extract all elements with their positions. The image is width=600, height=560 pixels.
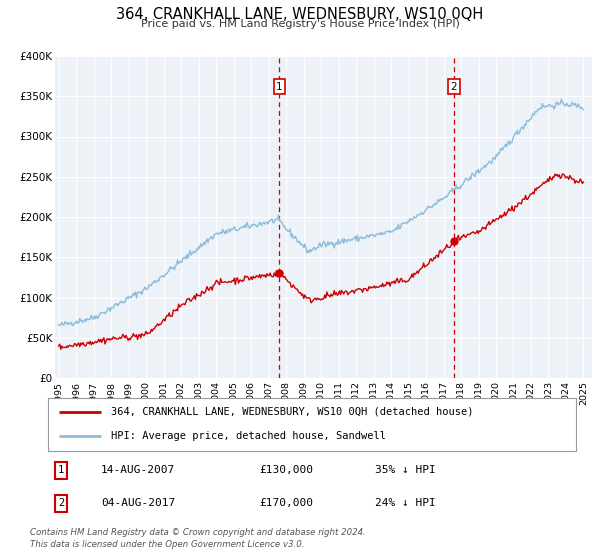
- Text: 364, CRANKHALL LANE, WEDNESBURY, WS10 0QH (detached house): 364, CRANKHALL LANE, WEDNESBURY, WS10 0Q…: [112, 407, 474, 417]
- Text: 24% ↓ HPI: 24% ↓ HPI: [376, 498, 436, 508]
- Text: 14-AUG-2007: 14-AUG-2007: [101, 465, 175, 475]
- Text: 1: 1: [58, 465, 64, 475]
- Text: Contains HM Land Registry data © Crown copyright and database right 2024.: Contains HM Land Registry data © Crown c…: [30, 528, 366, 536]
- Text: 2: 2: [58, 498, 64, 508]
- Text: 2: 2: [451, 82, 457, 92]
- Text: HPI: Average price, detached house, Sandwell: HPI: Average price, detached house, Sand…: [112, 431, 386, 441]
- Text: 35% ↓ HPI: 35% ↓ HPI: [376, 465, 436, 475]
- Text: 04-AUG-2017: 04-AUG-2017: [101, 498, 175, 508]
- Text: 364, CRANKHALL LANE, WEDNESBURY, WS10 0QH: 364, CRANKHALL LANE, WEDNESBURY, WS10 0Q…: [116, 7, 484, 22]
- Text: This data is licensed under the Open Government Licence v3.0.: This data is licensed under the Open Gov…: [30, 540, 305, 549]
- Text: 1: 1: [276, 82, 283, 92]
- Text: Price paid vs. HM Land Registry's House Price Index (HPI): Price paid vs. HM Land Registry's House …: [140, 19, 460, 29]
- Text: £130,000: £130,000: [259, 465, 313, 475]
- Text: £170,000: £170,000: [259, 498, 313, 508]
